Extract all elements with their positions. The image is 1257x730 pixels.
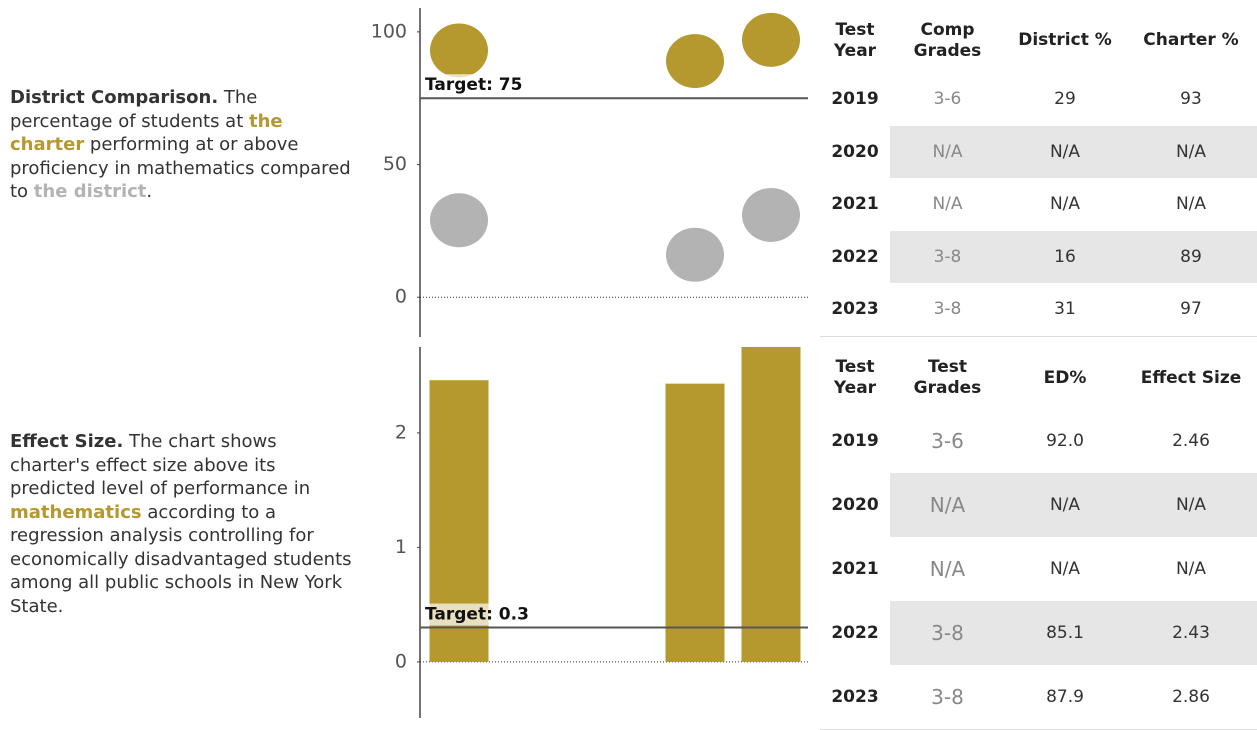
text-span: mathematics bbox=[10, 501, 142, 523]
plot bbox=[429, 347, 801, 662]
column-header: Comp Grades bbox=[913, 19, 982, 61]
y-tick-label: 50 bbox=[383, 153, 407, 175]
table-cell: N/A bbox=[1005, 125, 1125, 178]
table-cell: 3-8 bbox=[890, 283, 1005, 337]
table-cell: 2023 bbox=[820, 283, 890, 337]
table-row: 2022 3-8 16 89 bbox=[820, 230, 1257, 283]
table: Test Year Test Grades ED% Effect Size 2019 3-… bbox=[820, 347, 1257, 730]
table-row: 2021 N/A N/A N/A bbox=[820, 537, 1257, 601]
table-cell: 2.46 bbox=[1172, 431, 1210, 451]
table-cell: 87.9 bbox=[1005, 665, 1125, 730]
table: Test Year Comp Grades District % Charter % 2… bbox=[820, 8, 1257, 337]
dot bbox=[742, 12, 800, 67]
dot bbox=[742, 187, 800, 242]
table-cell: 92.0 bbox=[1046, 431, 1084, 451]
column-header: ED% bbox=[1043, 367, 1087, 388]
dot bbox=[666, 227, 724, 282]
table-row: 2023 3-8 87.9 2.86 bbox=[820, 665, 1257, 730]
table-row: 2021 N/A N/A N/A bbox=[820, 178, 1257, 231]
table-cell: N/A bbox=[929, 557, 966, 581]
table-cell: N/A bbox=[890, 125, 1005, 178]
table-cell: 3-6 bbox=[931, 429, 964, 453]
table-cell: 3-8 bbox=[890, 665, 1005, 730]
target-label: Target: 75 bbox=[425, 75, 522, 95]
label-bg bbox=[423, 74, 531, 97]
table-cell: 2020 bbox=[831, 495, 879, 515]
table-cell: 93 bbox=[1180, 89, 1202, 110]
table-cell: 89 bbox=[1125, 230, 1257, 283]
column-header: District % bbox=[1018, 30, 1112, 50]
table-cell: N/A bbox=[1125, 473, 1257, 537]
bar bbox=[741, 347, 801, 662]
text-span: District Comparison. bbox=[10, 87, 219, 108]
label-bg bbox=[423, 603, 531, 626]
table-cell: 3-8 bbox=[890, 601, 1005, 665]
table-cell: N/A bbox=[1049, 194, 1081, 215]
dot bbox=[666, 34, 724, 89]
table-cell: N/A bbox=[890, 473, 1005, 537]
dot bbox=[430, 193, 488, 248]
table-cell: 2023 bbox=[820, 665, 890, 730]
table-cell: 2.86 bbox=[1125, 665, 1257, 730]
table-row: 2019 3-6 92.0 2.46 bbox=[820, 409, 1257, 473]
y-tick-label: 0 bbox=[395, 650, 407, 672]
table-cell: 2020 bbox=[831, 141, 879, 162]
table-cell: 2022 bbox=[831, 246, 879, 267]
y-tick-label: 0 bbox=[395, 286, 407, 308]
table-cell: 97 bbox=[1125, 283, 1257, 337]
table-cell: 31 bbox=[1005, 283, 1125, 337]
table-cell: N/A bbox=[1175, 194, 1207, 215]
table-cell: 85.1 bbox=[1005, 601, 1125, 665]
target-label: Target: 0.3 bbox=[425, 605, 529, 625]
column-header: Test Grades bbox=[913, 357, 982, 398]
column-header: Charter % bbox=[1143, 30, 1239, 50]
bar bbox=[665, 383, 725, 662]
y-tick-label: 100 bbox=[371, 20, 407, 42]
column-header: Test Year bbox=[833, 357, 877, 398]
dot bbox=[430, 23, 488, 78]
table-cell: N/A bbox=[1125, 125, 1257, 178]
y-tick-label: 1 bbox=[395, 536, 407, 558]
table-row: 2023 3-8 31 97 bbox=[820, 283, 1257, 337]
table-cell: N/A bbox=[932, 194, 963, 215]
text-span: the charter bbox=[10, 110, 283, 156]
table-cell: N/A bbox=[1175, 559, 1207, 579]
text-span: The chart shows charter's effect size ab… bbox=[10, 431, 311, 499]
description: District Comparison. The percentage of s… bbox=[10, 86, 355, 204]
text-span: according to a regression analysis contr… bbox=[10, 501, 352, 617]
table-cell: N/A bbox=[1049, 559, 1081, 579]
table-cell: N/A bbox=[1005, 473, 1125, 537]
table-row: 2020 N/A N/A N/A bbox=[820, 473, 1257, 537]
table-cell: 2019 bbox=[831, 431, 879, 451]
table-cell: 2022 bbox=[831, 623, 879, 643]
table-cell: 2021 bbox=[831, 559, 879, 579]
table-row: 2019 3-6 29 93 bbox=[820, 73, 1257, 126]
text-span: performing at or above proficiency in ma… bbox=[10, 134, 351, 202]
text-span: . bbox=[146, 181, 153, 202]
column-header: Effect Size bbox=[1140, 367, 1242, 388]
table-cell: 3-8 bbox=[890, 230, 1005, 283]
table-cell: 29 bbox=[1054, 89, 1076, 110]
y-tick-label: 2 bbox=[395, 421, 407, 443]
table-cell: 2.43 bbox=[1125, 601, 1257, 665]
text-span: the district bbox=[33, 181, 147, 202]
table-cell: 16 bbox=[1005, 230, 1125, 283]
table-row: 2022 3-8 85.1 2.43 bbox=[820, 601, 1257, 665]
text-span: The percentage of students at bbox=[10, 87, 258, 132]
table-cell: 2021 bbox=[831, 194, 879, 215]
table-row: 2020 N/A N/A N/A bbox=[820, 125, 1257, 178]
column-header: Test Year bbox=[833, 19, 877, 61]
table-cell: 2019 bbox=[831, 89, 879, 110]
description: Effect Size. The chart shows charter's e… bbox=[10, 430, 355, 618]
text-span: Effect Size. bbox=[10, 431, 124, 452]
table-cell: 3-6 bbox=[933, 89, 962, 110]
